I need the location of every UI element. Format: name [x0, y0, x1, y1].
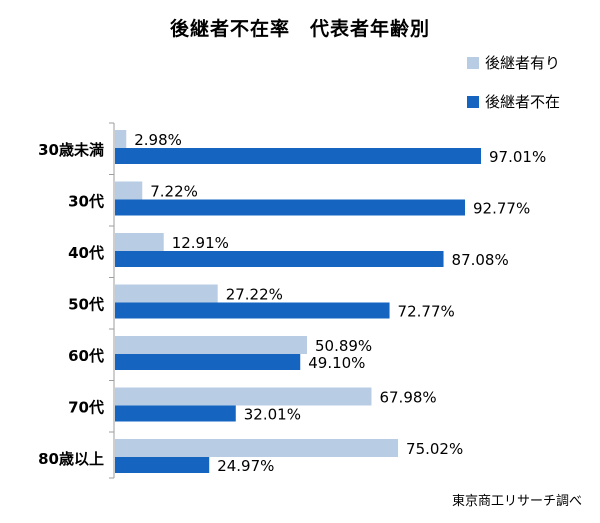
- category-label: 30代: [68, 193, 104, 211]
- bar-without-successor: [115, 457, 210, 473]
- legend-swatch: [467, 95, 479, 108]
- data-label: 72.77%: [398, 303, 455, 321]
- bar-with-successor: [115, 387, 372, 406]
- data-label: 2.98%: [134, 131, 182, 149]
- data-label: 27.22%: [226, 286, 283, 304]
- category-label: 60代: [68, 347, 104, 365]
- category-label: 80歳以上: [38, 450, 104, 468]
- data-label: 32.01%: [244, 406, 301, 424]
- legend-entry-without-successor: 後継者不在: [467, 91, 560, 112]
- data-label: 92.77%: [473, 200, 530, 218]
- category-label: 70代: [68, 399, 104, 417]
- bar-without-successor: [115, 251, 444, 267]
- source-note: 東京商工リサーチ調べ: [451, 494, 582, 509]
- data-label: 97.01%: [489, 148, 546, 166]
- bar-with-successor: [115, 130, 127, 148]
- bar-without-successor: [115, 354, 301, 370]
- data-label: 12.91%: [172, 234, 229, 252]
- bar-with-successor: [115, 233, 164, 251]
- bar-without-successor: [115, 405, 236, 422]
- data-label: 49.10%: [308, 354, 365, 372]
- bar-with-successor: [115, 284, 218, 303]
- data-label: 75.02%: [406, 440, 463, 458]
- legend-label: 後継者不在: [485, 93, 561, 111]
- legend-label: 後継者有り: [485, 54, 561, 72]
- data-label: 24.97%: [217, 457, 274, 475]
- category-label: 50代: [68, 296, 104, 314]
- data-label: 7.22%: [150, 183, 198, 201]
- category-label: 40代: [68, 244, 104, 262]
- bar-with-successor: [115, 439, 399, 457]
- data-label: 50.89%: [315, 337, 372, 355]
- legend-entry-with-successor: 後継者有り: [467, 52, 560, 73]
- bar-without-successor: [115, 148, 481, 164]
- data-label: 87.08%: [452, 251, 509, 269]
- bar-without-successor: [115, 199, 466, 216]
- category-label: 30歳未満: [38, 141, 104, 159]
- chart-title: 後継者不在率 代表者年齢別: [169, 18, 430, 40]
- bar-with-successor: [115, 336, 307, 354]
- legend-swatch: [467, 56, 479, 69]
- bar-with-successor: [115, 181, 143, 200]
- data-label: 67.98%: [379, 389, 436, 407]
- bar-without-successor: [115, 302, 390, 319]
